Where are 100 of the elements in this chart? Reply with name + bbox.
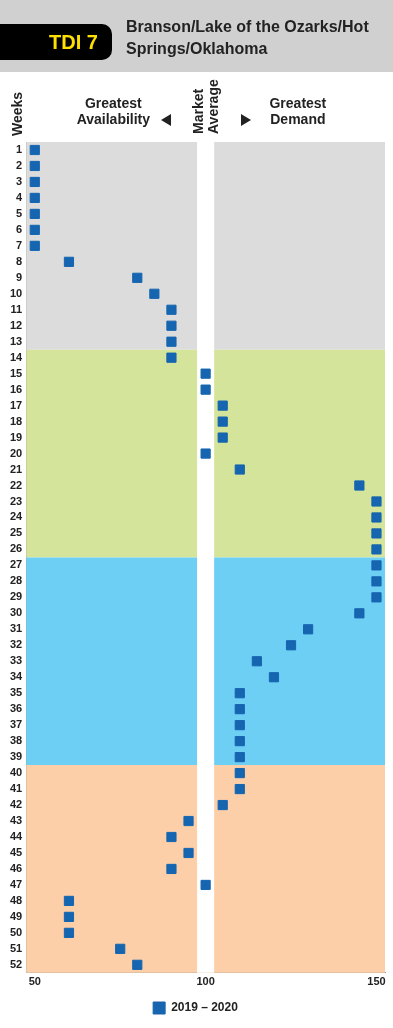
point <box>371 528 382 539</box>
x-tick-label: 100 <box>196 975 215 988</box>
point <box>234 752 245 763</box>
y-tick-label: 1 <box>16 143 23 156</box>
y-tick-label: 42 <box>9 798 23 811</box>
y-tick-label: 41 <box>9 782 23 795</box>
point <box>166 304 177 315</box>
y-tick-label: 11 <box>10 302 23 315</box>
point <box>371 576 382 587</box>
point <box>29 192 40 204</box>
text: Greatest Availability <box>76 94 151 127</box>
y-tick-label: 14 <box>9 350 24 363</box>
point <box>149 288 160 299</box>
point <box>371 560 382 571</box>
y-tick-label: 9 <box>16 270 23 283</box>
y-tick-label: 29 <box>9 590 23 603</box>
y-tick-label: 35 <box>9 686 23 699</box>
y-tick-label: 20 <box>9 446 23 459</box>
text: Market Average <box>189 79 221 134</box>
point <box>371 496 382 507</box>
y-tick-label: 4 <box>16 190 24 203</box>
y-tick-label: 32 <box>9 638 23 651</box>
y-tick-label: 39 <box>9 750 23 763</box>
point <box>217 416 228 427</box>
y-tick-label: 30 <box>9 606 23 619</box>
point <box>29 208 40 219</box>
y-tick-label: 33 <box>9 654 23 667</box>
point <box>29 224 40 235</box>
point <box>63 256 75 267</box>
point <box>132 959 143 970</box>
point <box>166 352 177 363</box>
point <box>166 863 177 875</box>
point <box>63 895 75 906</box>
y-tick-label: 12 <box>9 318 23 331</box>
point <box>234 767 245 779</box>
y-tick-label: 48 <box>9 893 23 906</box>
y-tick-label: 24 <box>9 510 24 523</box>
y-tick-label: 19 <box>9 430 23 443</box>
y-tick-label: 44 <box>9 830 24 843</box>
point <box>63 927 75 938</box>
point <box>217 400 228 411</box>
y-tick-label: 6 <box>16 222 23 235</box>
legend-label: 2019 – 2020 <box>171 1000 239 1015</box>
y-tick-label: 40 <box>9 766 23 779</box>
y-tick-label: 45 <box>9 846 23 858</box>
y-tick-label: 2 <box>16 159 23 171</box>
point <box>234 783 245 795</box>
point <box>200 384 211 395</box>
point <box>166 320 177 331</box>
chart-title: Branson/Lake of the Ozarks/Hot Springs/Oklahoma <box>126 17 370 59</box>
point <box>251 656 262 667</box>
point <box>29 176 40 188</box>
point <box>371 512 382 523</box>
point <box>354 480 365 491</box>
y-tick-label: 31 <box>9 622 23 635</box>
y-tick-label: 43 <box>9 814 23 827</box>
point <box>371 544 382 555</box>
y-tick-label: 27 <box>9 558 23 571</box>
point <box>132 272 143 283</box>
y-tick-label: 15 <box>9 366 23 379</box>
y-tick-label: 36 <box>9 702 23 715</box>
point <box>217 432 228 443</box>
point <box>29 240 40 251</box>
y-tick-label: 13 <box>9 334 23 347</box>
y-tick-label: 17 <box>9 398 23 411</box>
y-tick-label: 3 <box>16 174 23 187</box>
y-tick-label: 26 <box>9 542 23 555</box>
point <box>200 448 211 459</box>
point <box>29 144 40 156</box>
y-tick-label: 18 <box>9 414 23 427</box>
point <box>285 640 297 651</box>
point <box>371 592 382 603</box>
chart-subtitle: TDI 7 <box>0 24 112 60</box>
point <box>166 336 177 347</box>
point <box>29 160 40 172</box>
y-tick-label: 46 <box>9 861 23 874</box>
y-tick-label: 22 <box>9 478 23 491</box>
point <box>234 464 245 475</box>
y-tick-label: 10 <box>9 286 23 299</box>
point <box>234 704 245 715</box>
x-tick-label: 150 <box>367 975 386 988</box>
y-tick-label: 49 <box>9 909 23 922</box>
point <box>234 736 245 747</box>
point <box>183 847 194 859</box>
point <box>200 879 211 891</box>
point <box>200 368 211 379</box>
point <box>183 815 194 827</box>
y-tick-label: 5 <box>16 206 23 219</box>
point <box>234 688 245 699</box>
y-tick-label: 8 <box>16 254 23 267</box>
y-tick-label: 28 <box>9 574 23 587</box>
point <box>234 720 245 731</box>
y-axis-title: Weeks <box>8 91 25 136</box>
point <box>217 799 228 811</box>
y-tick-label: 7 <box>16 238 23 251</box>
text: Greatest Demand <box>269 94 327 127</box>
y-tick-label: 34 <box>9 670 24 683</box>
point <box>63 911 75 922</box>
y-tick-label: 38 <box>9 734 23 747</box>
point <box>115 943 126 954</box>
